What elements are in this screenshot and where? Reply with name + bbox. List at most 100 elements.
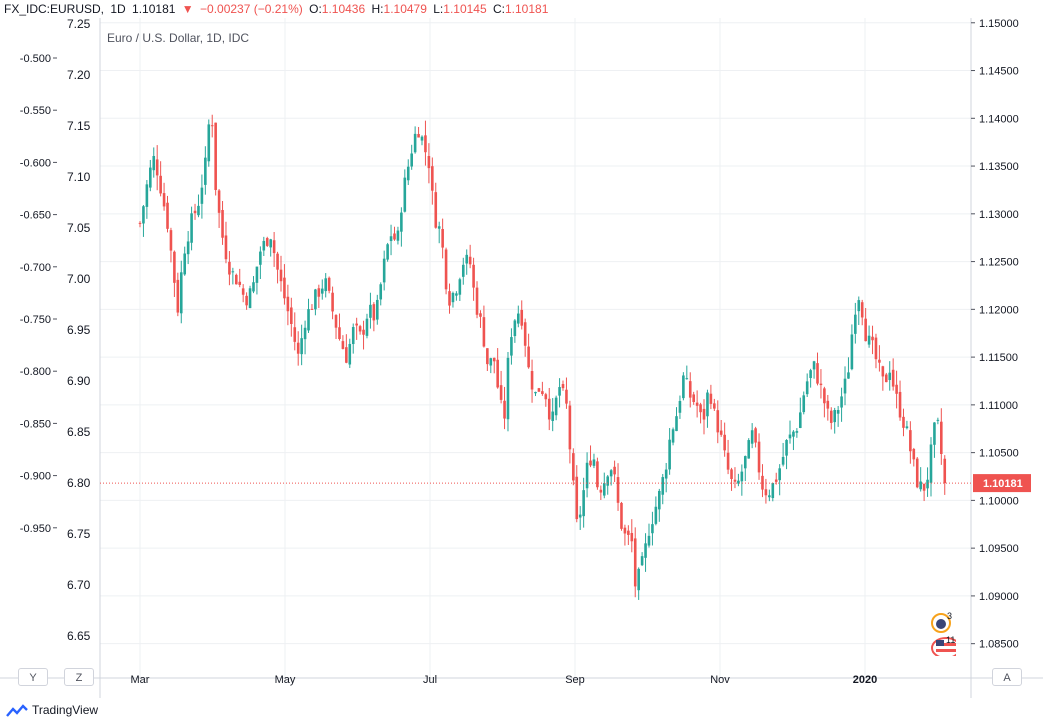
candle-body <box>238 281 242 285</box>
candle <box>915 456 919 489</box>
candle <box>341 335 345 350</box>
candle-body <box>940 421 943 454</box>
middle-axis-tick-label: 6.90 <box>67 374 91 388</box>
candle-body <box>437 226 441 229</box>
x-axis-tick-label: 2020 <box>853 674 877 686</box>
candle <box>228 251 231 286</box>
candle <box>585 452 589 498</box>
candle <box>331 286 334 320</box>
candle-body <box>245 295 248 306</box>
candlestick-chart[interactable]: 1.15000 1.14500 1.14000 1.13500 1.13000 1.125… <box>0 18 1043 698</box>
candle-body <box>406 166 410 181</box>
candle-body <box>355 323 358 326</box>
candle <box>276 251 279 284</box>
candle <box>805 373 809 398</box>
candle-body <box>768 495 771 498</box>
x-axis-tick-label: Mar <box>131 674 150 686</box>
candle-body <box>293 327 297 342</box>
candle <box>644 533 647 572</box>
candle-body <box>919 481 922 490</box>
us-flag-event-icon[interactable] <box>930 634 956 656</box>
candle <box>265 236 269 247</box>
candle-body <box>688 381 692 398</box>
candle <box>843 366 847 406</box>
candle <box>479 310 482 328</box>
interval-label[interactable]: 1D <box>110 2 126 16</box>
candle <box>510 328 513 365</box>
candle-body <box>840 396 843 408</box>
candle <box>204 146 207 195</box>
candle-body <box>234 274 238 285</box>
candle-body <box>173 251 176 283</box>
candle <box>740 464 744 496</box>
candle <box>523 318 527 357</box>
candle-body <box>176 279 180 313</box>
candle-body <box>836 409 840 414</box>
candle-body <box>867 335 871 345</box>
candle-body <box>324 278 328 292</box>
candle-body <box>764 489 768 496</box>
candle-body <box>186 241 190 255</box>
candle <box>262 236 266 256</box>
candle <box>754 426 757 448</box>
candle-body <box>661 477 665 495</box>
right-axis-tick-label: 1.11500 <box>979 352 1018 364</box>
right-axis-tick-label: 1.15000 <box>979 18 1019 30</box>
auto-scale-button[interactable]: A <box>992 668 1022 686</box>
candle-body <box>602 483 606 496</box>
tradingview-logo-icon[interactable] <box>6 704 28 718</box>
right-axis-tick-label: 1.12000 <box>979 304 1019 316</box>
scale-z-button[interactable]: Z <box>64 668 94 686</box>
low-value: 1.10145 <box>443 2 487 16</box>
log-scale-button[interactable]: Y <box>18 668 48 686</box>
symbol-header: FX_IDC:EURUSD, 1D 1.10181 ▼ −0.00237 (−0… <box>0 0 1043 18</box>
middle-axis-tick-label: 7.25 <box>67 18 91 31</box>
open-value: 1.10436 <box>321 2 366 16</box>
candle <box>369 292 372 329</box>
candle <box>193 203 197 220</box>
candle <box>812 360 816 379</box>
candle <box>706 389 709 428</box>
last-price-label: 1.10181 <box>983 478 1023 490</box>
candle <box>902 408 905 437</box>
candle <box>716 400 720 444</box>
candle <box>314 288 317 316</box>
candle-body <box>592 459 596 466</box>
candle <box>733 467 737 489</box>
candle-body <box>871 336 874 341</box>
candle-body <box>685 378 689 380</box>
candle-body <box>228 261 231 275</box>
candle-body <box>482 317 486 347</box>
candle-body <box>675 416 678 432</box>
candle-body <box>833 410 836 423</box>
candle-body <box>929 444 933 483</box>
candle <box>847 357 850 379</box>
candle <box>444 247 448 295</box>
candle-body <box>881 366 885 377</box>
tradingview-brand[interactable]: TradingView <box>32 703 99 717</box>
symbol-name[interactable]: FX_IDC:EURUSD, <box>4 2 105 16</box>
candle-body <box>252 282 255 292</box>
candle-body <box>338 327 341 339</box>
candle-body <box>888 372 892 381</box>
middle-axis-tick-label: 6.85 <box>67 425 91 439</box>
price-change: −0.00237 (−0.21%) <box>200 2 303 16</box>
candle <box>840 387 843 422</box>
candle-body <box>506 357 510 420</box>
candle-body <box>434 192 438 228</box>
candle <box>499 370 503 404</box>
candle-body <box>823 388 826 404</box>
candle-body <box>496 359 499 388</box>
candle-body <box>510 337 513 356</box>
candle-body <box>936 419 940 421</box>
candle-body <box>623 527 627 534</box>
candle <box>375 294 379 325</box>
candle-body <box>561 384 565 389</box>
candle-body <box>829 410 833 423</box>
candle-body <box>554 397 558 416</box>
right-axis-tick-label: 1.13500 <box>979 161 1019 173</box>
candle <box>823 386 826 418</box>
candle-body <box>138 222 142 224</box>
central-bank-event-icon[interactable] <box>930 612 956 634</box>
candle-body <box>747 440 751 459</box>
